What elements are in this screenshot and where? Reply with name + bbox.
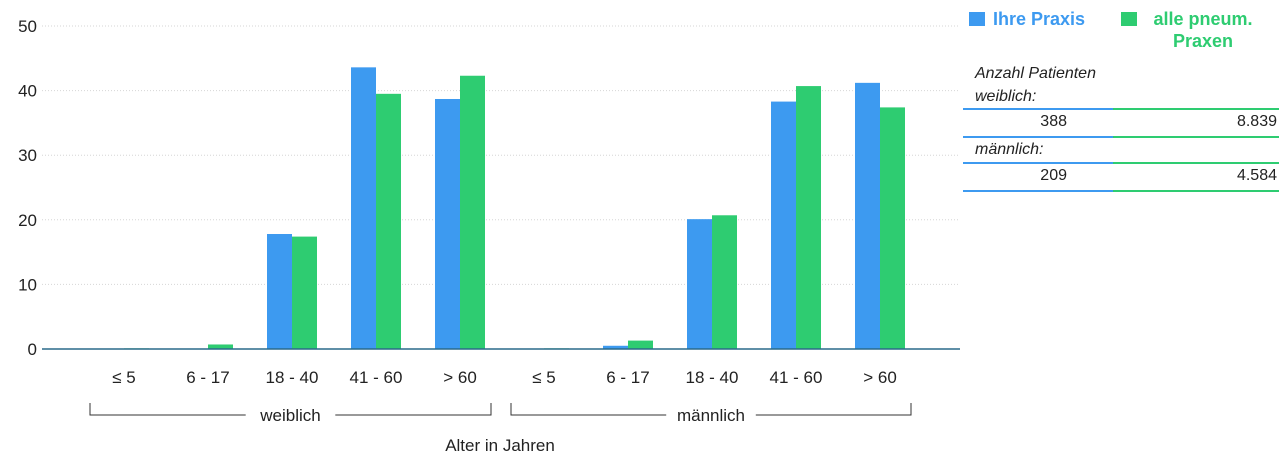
stats-divider — [963, 162, 1279, 164]
bar — [771, 101, 796, 349]
y-tick-label: 0 — [28, 340, 37, 359]
group-bracket — [89, 403, 492, 416]
x-tick-label: 41 - 60 — [770, 368, 823, 387]
y-tick-label: 10 — [18, 275, 37, 294]
x-tick-label: ≤ 5 — [112, 368, 136, 387]
bar — [712, 215, 737, 349]
y-tick-label: 30 — [18, 146, 37, 165]
bar-chart: 0 10 20 30 40 50 ≤ 5 6 - 17 18 - 40 41 - 60 > 60 ≤ … — [18, 17, 960, 454]
stats-row-maennlich: 209 4.584 — [963, 164, 1279, 190]
x-tick-label: 6 - 17 — [186, 368, 229, 387]
stats-maennlich-praxis: 209 — [1040, 167, 1067, 184]
y-tick-label: 50 — [18, 17, 37, 36]
stats-row-weiblich: 388 8.839 — [963, 110, 1279, 136]
bar — [796, 86, 821, 349]
legend: Ihre Praxis alle pneum. Praxen — [963, 8, 1279, 60]
legend-label-alle-praxen: alle pneum. Praxen — [1153, 9, 1253, 51]
stats-label-maennlich: männlich: — [975, 141, 1044, 158]
group-label: weiblich — [259, 406, 320, 425]
legend-swatch-ihre-praxis — [969, 12, 985, 26]
legend-label-ihre-praxis: Ihre Praxis — [993, 9, 1086, 29]
x-tick-label: 41 - 60 — [350, 368, 403, 387]
bar — [687, 219, 712, 349]
stats-maennlich-alle: 4.584 — [1236, 167, 1277, 184]
bar — [880, 107, 905, 349]
stats-divider — [963, 108, 1279, 110]
bar — [628, 340, 653, 349]
y-tick-label: 40 — [18, 82, 37, 101]
bar — [855, 82, 880, 350]
bar — [460, 75, 485, 349]
x-tick-label: ≤ 5 — [532, 368, 556, 387]
group-bracket — [510, 403, 912, 416]
bar — [267, 234, 292, 349]
bar — [351, 67, 376, 350]
stats-weiblich-alle: 8.839 — [1236, 113, 1277, 130]
x-tick-label: 18 - 40 — [686, 368, 739, 387]
stats-divider — [963, 190, 1279, 192]
group-label: männlich — [677, 406, 745, 425]
stats-label-weiblich: weiblich: — [975, 88, 1037, 105]
x-tick-label: 18 - 40 — [266, 368, 319, 387]
stats-divider — [963, 136, 1279, 138]
bar — [208, 344, 233, 349]
bar — [376, 93, 401, 349]
x-tick-label: > 60 — [863, 368, 897, 387]
bar — [435, 98, 460, 349]
x-tick-label: 6 - 17 — [606, 368, 649, 387]
y-tick-label: 20 — [18, 211, 37, 230]
stats-label-anzahl: Anzahl Patienten — [975, 65, 1096, 82]
patient-count-table: Anzahl Patienten weiblich: 388 8.839 män… — [963, 62, 1279, 192]
bar — [292, 236, 317, 349]
x-axis-label: Alter in Jahren — [445, 436, 555, 454]
bar — [603, 345, 628, 349]
x-tick-label: > 60 — [443, 368, 477, 387]
legend-swatch-alle-praxen — [1121, 12, 1137, 26]
stats-weiblich-praxis: 388 — [1040, 113, 1067, 130]
